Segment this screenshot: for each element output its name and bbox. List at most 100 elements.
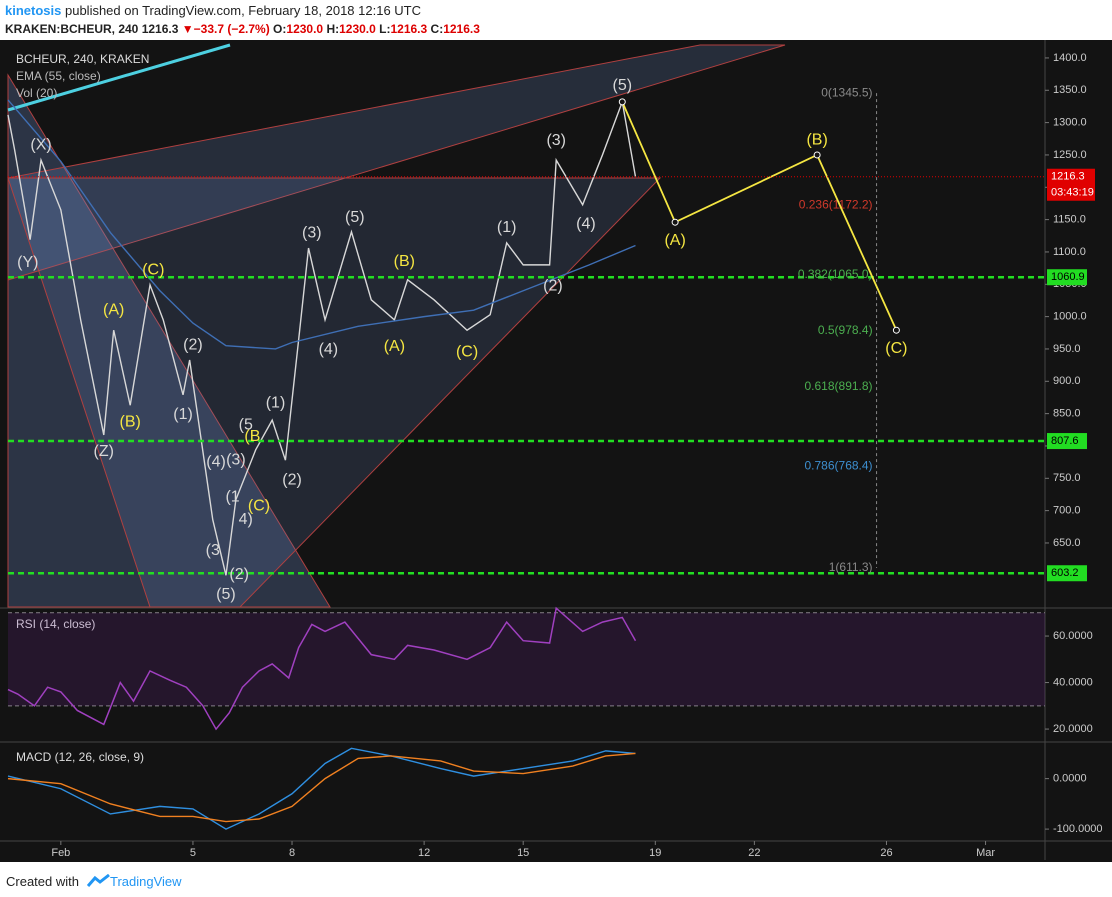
y-tick-label: 1350.0 [1053,84,1087,96]
level-tag-label: 603.2 [1051,567,1079,579]
wave-label: (5 [239,416,253,433]
x-tick-label: 19 [649,847,661,859]
wave-label: (A) [103,301,124,318]
chart: BCHEUR, 240, KRAKEN EMA (55, close) Vol … [0,40,1112,862]
y-tick-label: 750.0 [1053,472,1081,484]
wave-label: (Z) [94,443,114,460]
price-tag-label: 1216.3 [1051,171,1085,183]
author[interactable]: kinetosis [5,3,62,18]
change: −33.7 (−2.7%) [193,22,270,36]
fib-label: 0.236(1172.2) [799,197,873,211]
fib-label: 0.618(891.8) [805,379,873,393]
symbol: KRAKEN:BCHEUR, 240 [5,22,139,36]
wave-label: (A) [664,232,685,249]
legend-title: BCHEUR, 240, KRAKEN [16,52,149,66]
wave-label: (3) [226,451,246,468]
y-tick-label: 0.0000 [1053,773,1087,785]
wave-label: (1 [225,488,239,505]
wave-label: (2) [543,277,563,294]
x-tick-label: 26 [880,847,892,859]
level-tag-label: 807.6 [1051,435,1079,447]
wave-label: (B) [394,253,415,270]
fib-label: 0.382(1065.0) [798,267,873,281]
last: 1216.3 [141,22,179,36]
wave-label: (B) [806,131,827,148]
x-tick-label: 5 [190,847,196,859]
open: 1230.0 [286,22,324,36]
series-line [7,99,637,576]
level-tag [1047,565,1087,582]
created: Created with [6,874,79,889]
wave-label: (1) [266,395,286,412]
wave-label: (C) [456,343,478,360]
drawing [7,44,786,281]
y-tick-label: 1250.0 [1053,149,1087,161]
projection-point [892,326,900,334]
wave-label: (C) [885,340,907,357]
x-tick-label: Feb [51,847,70,859]
x-tick-label: 12 [418,847,430,859]
price-tag [1047,168,1095,201]
wave-label: (X) [30,136,51,153]
series-line [7,99,636,350]
wave-label: (3 [206,542,220,559]
series-line [7,747,636,830]
brand[interactable]: TradingView [110,874,182,889]
projection-point [618,98,626,106]
logo [86,873,110,887]
fib-label: 0(1345.5) [821,85,872,99]
label: O: [273,22,287,36]
y-tick-label: 40.0000 [1053,676,1093,688]
published: published on TradingView.com, February 1… [64,3,422,18]
x-tick-label: 22 [748,847,760,859]
macd-title: MACD (12, 26, close, 9) [16,750,144,764]
y-tick-label: 1300.0 [1053,117,1087,129]
quote: KRAKEN:BCHEUR, 240 1216.3 ▼−33.7 (−2.7%)… [5,22,480,36]
wave-label: (5) [612,77,632,94]
wave-label: (5) [345,209,365,226]
rsi-line [7,606,637,731]
y-tick-label: 1400.0 [1053,52,1087,64]
label: L: [379,22,391,36]
arrow: ▼ [181,22,194,36]
countdown: 03:43:19 [1051,187,1094,199]
wave-label: (C) [248,497,270,514]
legend-vol: Vol (20) [16,86,57,100]
y-tick-label: 650.0 [1053,537,1081,549]
label: C: [430,22,444,36]
fib-label: 0.786(768.4) [805,459,873,473]
y-tick-label: 700.0 [1053,505,1081,517]
label: H: [326,22,340,36]
projection [621,101,898,331]
header: kinetosis published on TradingView.com, … [5,3,421,18]
legend-ema: EMA (55, close) [16,69,101,83]
wave-label: (Y) [17,254,38,271]
wave-label: (B [244,428,260,445]
y-tick-label: 1000.0 [1053,311,1087,323]
level-tag-label: 1060.9 [1051,271,1085,283]
level-tag [1047,433,1087,450]
x-tick-label: 15 [517,847,529,859]
wave-label: (B) [120,413,141,430]
high: 1230.0 [339,22,376,36]
y-tick-label: 1150.0 [1053,214,1086,226]
y-tick-label: 60.0000 [1053,630,1093,642]
wave-label: (3) [302,224,322,241]
trend-line [7,43,231,112]
wave-label: (2) [183,336,203,353]
y-tick-label: 950.0 [1053,343,1081,355]
x-tick-label: 8 [289,847,295,859]
wave-label: 4) [239,511,253,528]
y-tick-label: 1100.0 [1053,246,1086,258]
close: 1216.3 [443,22,480,36]
projection-point [813,151,821,159]
level-tag [1047,269,1087,286]
y-tick-label: -100.0000 [1053,823,1103,835]
rsi-title: RSI (14, close) [16,617,95,631]
y-tick-label: 850.0 [1053,408,1081,420]
y-tick-label: 900.0 [1053,375,1081,387]
x-tick-label: Mar [976,847,995,859]
series-line [7,752,636,823]
wave-label: (2) [229,566,249,583]
